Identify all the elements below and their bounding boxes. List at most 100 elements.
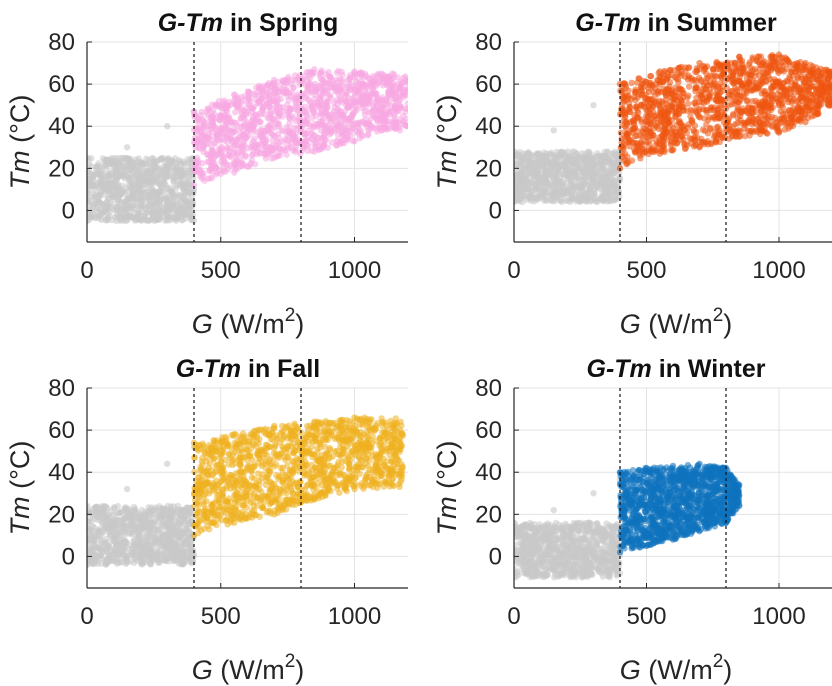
data-point [255,82,263,90]
data-point [293,125,300,132]
data-point [529,193,537,201]
data-point [382,76,389,84]
data-point [95,160,102,167]
data-point [668,146,675,154]
x-axis-label: G (W/m2) [192,305,305,339]
data-point [129,195,136,202]
data-point [362,120,369,127]
data-point [554,182,562,190]
data-point [828,101,832,109]
data-point [109,157,116,165]
data-point [643,78,650,86]
data-point [514,148,518,155]
data-point [633,113,641,120]
data-point [552,152,559,159]
data-point [305,142,312,149]
data-point [217,112,224,119]
data-point [571,155,579,162]
data-point [156,196,163,204]
data-point [767,67,775,74]
data-point [677,86,684,93]
y-tick-label: 20 [48,155,75,182]
data-point [725,91,732,99]
data-point [198,138,205,145]
data-point [307,100,314,107]
data-point [319,134,326,142]
data-point [94,184,101,191]
data-point [144,168,151,175]
data-point [279,138,286,146]
data-point [541,149,548,156]
data-point [278,126,285,134]
data-point [178,204,186,211]
data-point [794,83,801,90]
data-point [299,79,306,86]
data-point [719,83,726,90]
data-point [516,148,524,156]
data-point [691,76,698,84]
data-point [114,173,121,181]
data-point [221,123,229,130]
x-tick-label: 1000 [752,257,805,284]
data-point [269,97,276,105]
data-point [305,68,312,76]
data-point [354,123,361,130]
data-point [403,88,408,95]
data-point [732,85,739,92]
data-point [358,69,365,76]
data-point [339,83,346,90]
data-point [298,96,305,104]
data-point [789,115,796,123]
data-point [567,187,575,195]
data-point [361,108,369,115]
data-point [107,186,115,193]
data-point [264,93,271,101]
data-point [656,101,663,109]
data-point [319,117,326,125]
data-point [779,91,786,99]
chart-title: G-Tm in Spring [158,9,339,37]
data-point [151,217,158,225]
data-point [238,94,245,101]
data-point [232,159,239,166]
data-point [514,191,518,198]
y-tick-label: 80 [475,29,502,56]
data-point [103,165,110,173]
data-point [372,77,379,84]
data-point [640,124,647,132]
data-point [805,85,812,93]
data-point [666,66,674,74]
data-point [378,127,385,134]
data-point [814,110,821,118]
data-point [685,83,693,90]
data-point [651,92,659,99]
data-point [607,171,614,178]
data-point [105,173,113,181]
data-point [802,66,809,73]
data-point [587,198,594,205]
data-point [677,127,684,134]
data-point [758,106,765,114]
data-point [96,206,104,213]
data-point [617,129,625,136]
x-tick-label: 0 [80,257,93,284]
data-point [182,186,189,194]
data-point [321,89,328,96]
data-point [364,132,372,139]
data-point [318,127,325,134]
data-point [108,169,116,176]
data-point [585,148,592,155]
data-point [655,125,662,133]
data-point [760,58,768,65]
data-point [336,116,343,123]
data-point [741,132,749,140]
data-point [542,196,550,203]
data-point [783,77,790,85]
data-point [251,135,258,142]
data-point [272,144,279,151]
data-point [717,96,724,103]
data-point [742,107,749,115]
